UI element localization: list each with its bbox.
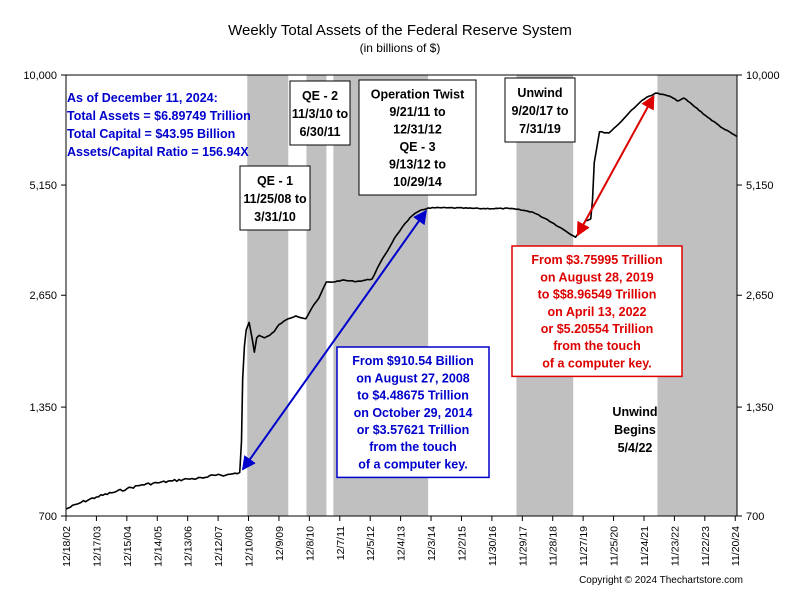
shaded-period-1 <box>247 75 289 516</box>
label-twist-qe3-line-5: 10/29/14 <box>393 175 442 189</box>
copyright: Copyright © 2024 Thechartstore.com <box>579 575 743 586</box>
y-tick-label-right-1: 1,350 <box>746 402 774 414</box>
annotations: QE - 1 11/25/08 to 3/31/10 QE - 2 11/3/10 to… <box>67 77 683 479</box>
red-annotation-line-1: on August 28, 2019 <box>540 270 654 284</box>
chart-subtitle: (in billions of $) <box>360 41 441 55</box>
label-twist-qe3-line-1: 9/21/11 to <box>389 105 446 119</box>
x-tick-label-14: 11/30/16 <box>487 526 499 566</box>
annotation-arrows <box>241 94 655 471</box>
y-tick-label-left-1: 1,350 <box>29 402 57 414</box>
red-annotation-line-6: of a computer key. <box>542 356 652 370</box>
label-unwind-box <box>504 77 576 143</box>
x-tick-label-9: 12/7/11 <box>335 526 347 560</box>
label-unwind-begins-line-0: Unwind <box>612 405 657 419</box>
y-tick-label-right-4: 10,000 <box>746 70 780 82</box>
red-annotation-line-2: to $$8.96549 Trillion <box>538 288 657 302</box>
x-tick-label-1: 12/17/03 <box>91 526 103 567</box>
x-tick-label-17: 11/27/19 <box>578 526 590 566</box>
label-qe2-line-1: 11/3/10 to <box>292 107 349 121</box>
y-tick-label-left-3: 5,150 <box>29 180 57 192</box>
y-tick-label-right-0: 700 <box>746 511 764 523</box>
label-twist-qe3-line-4: 9/13/12 to <box>389 158 446 172</box>
blue-annotation-line-2: to $4.48675 Trillion <box>357 389 469 403</box>
blue-annotation-line-4: or $3.57621 Trillion <box>357 423 470 437</box>
label-qe1-line-0: QE - 1 <box>257 174 293 188</box>
label-twist-qe3-box <box>358 79 477 196</box>
y-tick-label-right-3: 5,150 <box>746 180 774 192</box>
label-unwind-line-0: Unwind <box>517 86 562 100</box>
info-text-line-1: Total Assets = $6.89749 Trillion <box>67 109 251 123</box>
label-qe1-line-2: 3/31/10 <box>254 210 296 224</box>
label-twist-qe3-line-0: Operation Twist <box>371 88 465 102</box>
label-unwind-begins-line-1: Begins <box>614 423 656 437</box>
x-tick-label-3: 12/14/05 <box>152 526 164 567</box>
x-tick-label-2: 12/15/04 <box>122 526 134 567</box>
blue-annotation-line-0: From $910.54 Billion <box>352 354 474 368</box>
y-axis-left: 700 1,350 2,650 5,150 10,000 <box>23 70 66 523</box>
y-tick-label-left-2: 2,650 <box>29 290 57 302</box>
red-annotation-line-4: or $5.20554 Trillion <box>541 322 654 336</box>
x-tick-label-15: 11/29/17 <box>517 526 529 566</box>
y-tick-label-left-0: 700 <box>39 511 57 523</box>
x-tick-label-12: 12/3/14 <box>426 526 438 561</box>
label-twist-qe3-line-3: QE - 3 <box>399 140 435 154</box>
x-tick-label-0: 12/18/02 <box>61 526 73 567</box>
info-text-line-3: Assets/Capital Ratio = 156.94X <box>67 145 249 159</box>
x-tick-label-13: 12/2/15 <box>456 526 468 561</box>
x-tick-label-18: 11/25/20 <box>609 526 621 566</box>
label-twist-qe3-line-2: 12/31/12 <box>393 123 442 137</box>
red-arrow <box>576 94 655 237</box>
x-tick-label-16: 11/28/18 <box>548 526 560 566</box>
chart-title: Weekly Total Assets of the Federal Reser… <box>228 22 572 39</box>
x-tick-label-22: 11/20/24 <box>730 526 742 566</box>
blue-annotation-line-6: of a computer key. <box>358 457 468 471</box>
x-tick-label-8: 12/8/10 <box>304 526 316 561</box>
blue-annotation-line-3: on October 29, 2014 <box>354 406 473 420</box>
y-tick-label-left-4: 10,000 <box>23 70 57 82</box>
chart-title-group: Weekly Total Assets of the Federal Reser… <box>228 22 572 55</box>
x-tick-label-4: 12/13/06 <box>183 526 195 567</box>
x-tick-label-10: 12/5/12 <box>365 526 377 561</box>
x-tick-label-21: 11/22/23 <box>700 526 712 566</box>
red-annotation-line-5: from the touch <box>553 339 641 353</box>
x-tick-label-19: 11/24/21 <box>639 526 651 566</box>
label-unwind-begins-line-2: 5/4/22 <box>618 441 653 455</box>
plot-frame <box>65 74 738 517</box>
label-qe2-line-2: 6/30/11 <box>299 125 340 139</box>
y-axis-right: 700 1,350 2,650 5,150 10,000 <box>737 70 780 523</box>
x-tick-label-7: 12/9/09 <box>274 526 286 561</box>
label-qe2-box <box>289 80 351 146</box>
x-tick-label-11: 12/4/13 <box>396 526 408 561</box>
label-unwind-line-1: 9/20/17 to <box>512 104 569 118</box>
label-qe1-box <box>239 165 311 231</box>
red-annotation-line-0: From $3.75995 Trillion <box>531 253 662 267</box>
info-text-line-0: As of December 11, 2024: <box>67 91 218 105</box>
x-axis: 12/18/02 12/17/03 12/15/04 12/14/05 12/13/06… <box>61 516 742 567</box>
blue-arrow <box>241 209 427 471</box>
label-qe2-line-0: QE - 2 <box>302 89 338 103</box>
blue-annotation-box <box>336 346 490 479</box>
red-annotation-box <box>511 245 683 378</box>
label-unwind-line-2: 7/31/19 <box>519 122 561 136</box>
blue-annotation-line-1: on August 27, 2008 <box>356 371 470 385</box>
y-tick-label-right-2: 2,650 <box>746 290 774 302</box>
x-tick-label-5: 12/12/07 <box>213 526 225 567</box>
blue-annotation-line-5: from the touch <box>369 440 457 454</box>
label-qe1-line-1: 11/25/08 to <box>243 192 307 206</box>
x-tick-label-6: 12/10/08 <box>244 526 256 567</box>
x-tick-label-20: 11/23/22 <box>669 526 681 566</box>
info-text-line-2: Total Capital = $43.95 Billion <box>67 127 235 141</box>
red-annotation-line-3: on April 13, 2022 <box>548 305 647 319</box>
